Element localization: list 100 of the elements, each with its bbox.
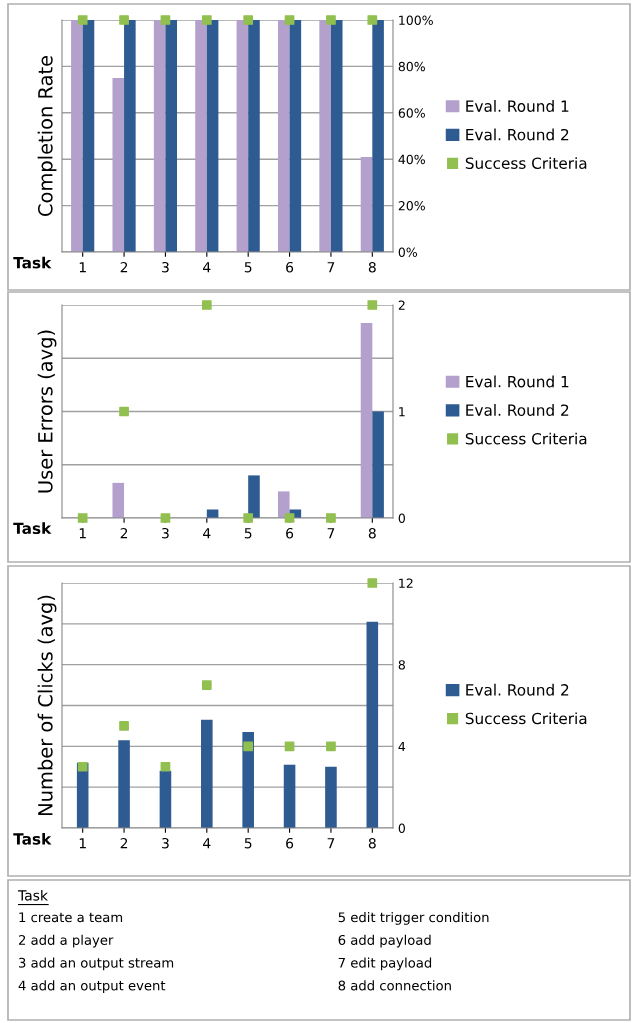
x-tick-label: 6 — [286, 837, 294, 849]
point — [326, 513, 336, 523]
y-tick-label: 20% — [398, 201, 425, 211]
point — [243, 513, 254, 523]
bar — [325, 766, 337, 828]
bar — [360, 323, 373, 518]
bar — [112, 78, 125, 252]
text: 3 add an output stream — [19, 957, 174, 971]
x-tick-label: 5 — [244, 838, 252, 849]
y-axis-title: Number of Clicks (avg) — [37, 595, 57, 815]
y-axis-title: Completion Rate — [37, 55, 57, 216]
x-tick-label: 6 — [286, 261, 294, 273]
text: 6 add payload — [338, 934, 431, 948]
bar — [248, 20, 260, 252]
bar — [372, 20, 384, 252]
x-tick-label: 4 — [203, 528, 211, 539]
y-tick-label: 2 — [398, 300, 405, 310]
x-tick-label: 8 — [368, 261, 376, 273]
x-tick-label: 3 — [162, 261, 169, 273]
legend-label: Eval. Round 2 — [466, 683, 569, 696]
y-tick-label: 80% — [398, 61, 425, 72]
y-tick-label: 8 — [398, 660, 405, 670]
bar — [112, 482, 125, 518]
text: 2 add a player — [18, 934, 114, 948]
x-tick-label: 8 — [368, 837, 376, 849]
x-tick-label: 7 — [327, 528, 335, 539]
x-tick-label: 7 — [327, 838, 335, 849]
bar — [372, 411, 384, 518]
point — [326, 741, 336, 752]
x-tick-label: 2 — [120, 261, 128, 273]
point — [160, 513, 171, 523]
x-tick-label: 2 — [120, 527, 128, 539]
point — [367, 300, 378, 310]
legend-label: Success Criteria — [465, 157, 587, 169]
legend-label: Success Criteria — [465, 712, 587, 725]
x-tick-label: 2 — [120, 837, 128, 849]
y-tick-label: 12 — [399, 578, 413, 588]
bar — [360, 156, 373, 252]
x-axis-title: Task — [13, 522, 52, 535]
bar — [366, 621, 379, 828]
bar — [153, 20, 166, 252]
point — [201, 680, 212, 690]
text: Task — [17, 889, 48, 901]
point — [77, 761, 88, 772]
point — [160, 761, 171, 772]
x-tick-label: 7 — [327, 262, 335, 273]
bar — [236, 20, 249, 252]
legend-label: Success Criteria — [465, 432, 587, 445]
x-tick-label: 6 — [286, 527, 294, 539]
bar — [319, 20, 331, 252]
point — [367, 578, 378, 588]
x-tick-label: 4 — [203, 262, 211, 273]
y-tick-label: 0 — [398, 823, 405, 833]
x-tick-label: 3 — [162, 837, 169, 849]
bar — [242, 732, 254, 828]
point — [284, 741, 295, 752]
legend-label: Eval. Round 1 — [466, 375, 569, 388]
legend-label: Eval. Round 2 — [466, 128, 569, 141]
bar — [248, 475, 260, 518]
point — [77, 513, 88, 523]
x-tick-label: 1 — [79, 528, 86, 539]
y-tick-label: 0 — [398, 513, 405, 523]
x-tick-label: 5 — [244, 528, 252, 539]
x-axis-title: Task — [13, 256, 52, 269]
bar — [330, 20, 343, 252]
y-tick-label: 40% — [398, 154, 425, 165]
text: 4 add an output event — [18, 980, 166, 994]
bar — [195, 20, 207, 252]
point — [119, 406, 129, 417]
y-tick-label: 60% — [398, 108, 425, 118]
text: 7 edit payload — [338, 957, 432, 971]
bar — [82, 20, 95, 252]
bar — [159, 770, 172, 828]
bar — [165, 20, 178, 252]
text: 8 add connection — [338, 980, 451, 991]
bar — [277, 491, 290, 518]
bar — [283, 764, 296, 828]
point — [243, 741, 254, 752]
text: 1 create a team — [19, 912, 123, 923]
legend-label: Eval. Round 2 — [466, 404, 569, 416]
x-tick-label: 4 — [203, 838, 211, 849]
bar — [124, 20, 136, 252]
point — [284, 513, 295, 523]
bar — [118, 740, 130, 828]
legend-label: Eval. Round 1 — [466, 100, 569, 112]
point — [119, 721, 129, 731]
y-tick-label: 100% — [399, 15, 433, 25]
bar — [277, 20, 290, 252]
x-tick-label: 1 — [79, 838, 86, 849]
x-tick-label: 5 — [244, 262, 252, 273]
x-tick-label: 8 — [368, 527, 376, 539]
x-axis-title: Task — [13, 832, 52, 845]
bar — [201, 719, 213, 828]
point — [201, 300, 212, 310]
y-tick-label: 0% — [398, 247, 417, 257]
text: 5 edit trigger condition — [338, 912, 489, 925]
y-tick-label: 4 — [398, 741, 406, 752]
x-tick-label: 1 — [79, 262, 86, 273]
y-tick-label: 1 — [399, 407, 405, 417]
x-tick-label: 3 — [162, 527, 169, 539]
